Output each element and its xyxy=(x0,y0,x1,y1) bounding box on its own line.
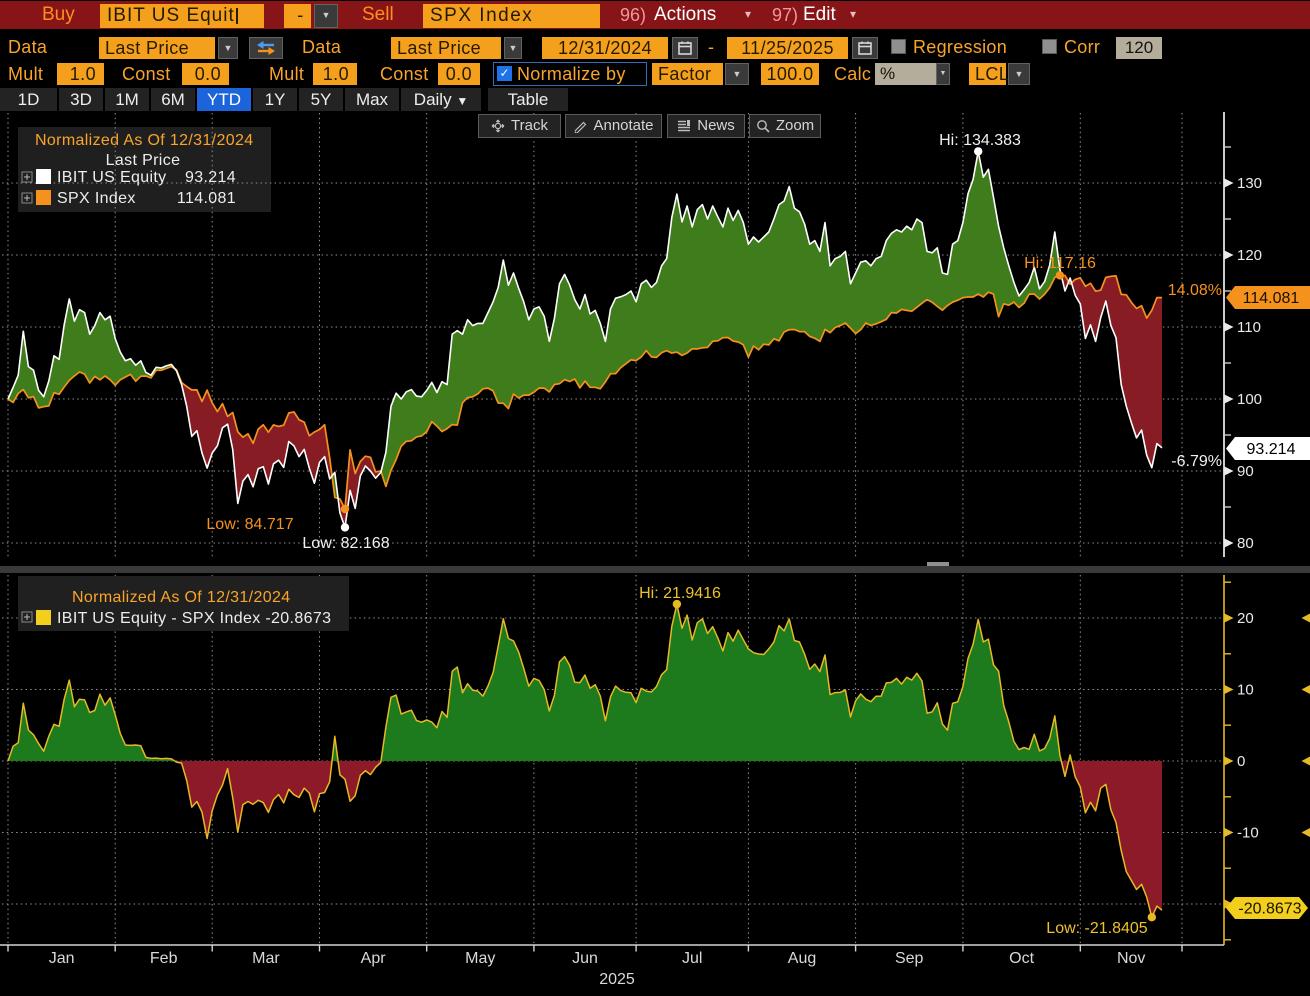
svg-text:10: 10 xyxy=(1237,682,1254,699)
svg-text:2025: 2025 xyxy=(599,971,635,988)
svg-text:SPX Index: SPX Index xyxy=(57,190,136,207)
svg-text:Normalized As Of 12/31/2024: Normalized As Of 12/31/2024 xyxy=(72,589,290,606)
svg-text:110: 110 xyxy=(1237,319,1261,336)
svg-text:-20.8673: -20.8673 xyxy=(1238,901,1301,918)
svg-text:IBIT US Equity: IBIT US Equity xyxy=(57,169,167,186)
svg-text:Aug: Aug xyxy=(788,950,816,967)
svg-text:Apr: Apr xyxy=(361,950,387,967)
svg-text:Low: 82.168: Low: 82.168 xyxy=(302,535,389,552)
svg-text:14.08%: 14.08% xyxy=(1168,282,1222,299)
svg-text:Low: 84.717: Low: 84.717 xyxy=(206,516,293,533)
svg-text:Jan: Jan xyxy=(49,950,75,967)
svg-text:120: 120 xyxy=(1237,247,1262,264)
svg-text:80: 80 xyxy=(1237,535,1254,552)
svg-text:130: 130 xyxy=(1237,175,1262,192)
svg-text:100: 100 xyxy=(1237,391,1262,408)
svg-text:Normalized As Of 12/31/2024: Normalized As Of 12/31/2024 xyxy=(35,132,253,149)
svg-text:Sep: Sep xyxy=(895,950,924,967)
svg-text:114.081: 114.081 xyxy=(177,190,236,207)
svg-text:Feb: Feb xyxy=(150,950,178,967)
svg-text:93.214: 93.214 xyxy=(185,169,236,186)
svg-text:Hi: 134.383: Hi: 134.383 xyxy=(939,132,1021,149)
svg-text:May: May xyxy=(465,950,495,967)
svg-text:93.214: 93.214 xyxy=(1247,441,1296,458)
svg-text:Low: -21.8405: Low: -21.8405 xyxy=(1046,920,1148,937)
svg-text:Oct: Oct xyxy=(1009,950,1034,967)
svg-text:Jul: Jul xyxy=(682,950,702,967)
svg-text:Last Price: Last Price xyxy=(106,152,181,169)
svg-text:Jun: Jun xyxy=(572,950,598,967)
svg-text:IBIT US Equity - SPX Index -20: IBIT US Equity - SPX Index -20.8673 xyxy=(57,610,331,627)
svg-text:Nov: Nov xyxy=(1117,950,1145,967)
svg-text:Mar: Mar xyxy=(252,950,280,967)
svg-text:Hi: 117.16: Hi: 117.16 xyxy=(1024,255,1096,272)
svg-text:Hi: 21.9416: Hi: 21.9416 xyxy=(639,585,721,602)
svg-text:114.081: 114.081 xyxy=(1243,290,1300,307)
svg-text:0: 0 xyxy=(1237,753,1245,770)
svg-text:20: 20 xyxy=(1237,610,1254,627)
svg-text:-6.79%: -6.79% xyxy=(1171,453,1222,470)
svg-text:90: 90 xyxy=(1237,463,1254,480)
svg-text:-10: -10 xyxy=(1237,825,1259,842)
